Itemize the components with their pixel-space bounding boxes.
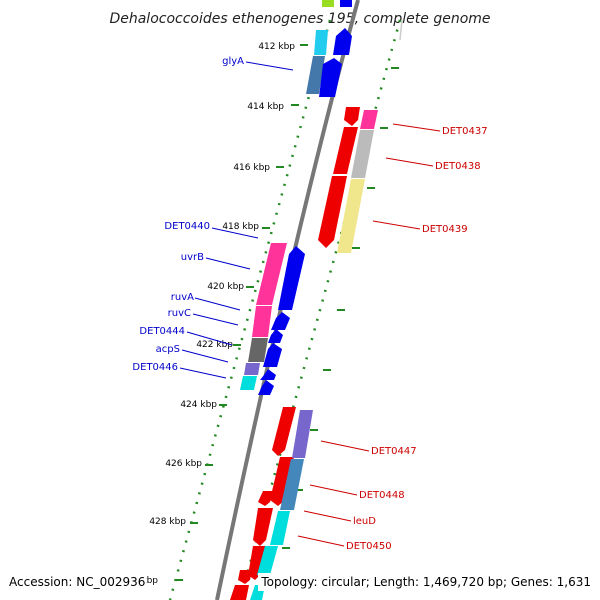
gene-block-middle — [240, 243, 305, 395]
gene-blue-arrow-2[interactable] — [319, 58, 342, 97]
gene-red-1[interactable] — [344, 107, 360, 126]
gene-label-ruvA[interactable]: ruvA — [171, 292, 194, 303]
gene-magenta-ruvA[interactable] — [252, 306, 272, 337]
gene-red-DET0450[interactable] — [248, 546, 266, 580]
gene-block-lower — [230, 407, 313, 600]
gene-label-DET0447[interactable]: DET0447 — [371, 446, 417, 457]
right-leader-lines — [297, 123, 441, 547]
gene-blue-ruvC[interactable] — [268, 329, 283, 343]
gene-red-bottom-2[interactable] — [230, 585, 249, 600]
gene-steel-glyA[interactable] — [306, 56, 325, 94]
gene-label-DET0450[interactable]: DET0450 — [346, 541, 392, 552]
gene-cyan-DET0446[interactable] — [240, 376, 257, 390]
gene-label-ruvC[interactable]: ruvC — [168, 308, 191, 319]
gene-red-2[interactable] — [333, 127, 358, 174]
gene-red-DET0447[interactable] — [272, 407, 296, 456]
left-leader-lines — [179, 61, 294, 379]
gene-label-acpS[interactable]: acpS — [156, 344, 180, 355]
gene-block-top — [306, 0, 352, 97]
gene-purple-acpS[interactable] — [244, 363, 260, 375]
gene-gray-DET0438[interactable] — [351, 130, 374, 178]
tick-label: 412 kbp — [258, 42, 295, 52]
gene-blue-ruvA[interactable] — [271, 312, 290, 330]
gene-magenta-DET0437[interactable] — [360, 110, 378, 129]
tick-label: 428 kbp — [149, 517, 186, 527]
footer-topology: Topology: circular; Length: 1,469,720 bp… — [260, 575, 591, 589]
gene-red-leuD[interactable] — [253, 508, 273, 546]
gene-magenta-uvrB[interactable] — [256, 243, 287, 305]
gene-label-DET0439[interactable]: DET0439 — [422, 224, 468, 235]
gene-label-DET0438[interactable]: DET0438 — [435, 161, 481, 172]
tick-label: 416 kbp — [233, 163, 270, 173]
tick-label: 420 kbp — [207, 282, 244, 292]
gene-label-uvrB[interactable]: uvrB — [181, 252, 204, 263]
gene-red-3[interactable] — [318, 176, 347, 248]
gene-label-DET0440[interactable]: DET0440 — [164, 221, 210, 232]
tick-label: 426 kbp — [165, 459, 202, 469]
tick-label: 422 kbp — [196, 340, 233, 350]
footer-bg-left — [6, 573, 146, 591]
gene-blue-DET0446[interactable] — [258, 380, 274, 395]
gene-red-bottom-1[interactable] — [238, 570, 252, 584]
gene-cyan-leuD[interactable] — [270, 511, 290, 545]
left-tick-track — [168, 19, 332, 600]
gene-lime[interactable] — [322, 0, 334, 7]
gene-purple-DET0447[interactable] — [292, 410, 313, 458]
major-ticks — [175, 44, 308, 581]
tick-label: 424 kbp — [180, 400, 217, 410]
outer-gray-track — [399, 19, 403, 41]
gene-label-DET0437[interactable]: DET0437 — [442, 126, 488, 137]
gene-blue-DET0444[interactable] — [263, 343, 282, 367]
footer-bg-right — [258, 573, 594, 591]
gene-cyan[interactable] — [314, 30, 328, 55]
gene-label-glyA[interactable]: glyA — [222, 56, 244, 67]
gene-label-leuD[interactable]: leuD — [353, 516, 376, 527]
footer-accession: Accession: NC_002936 — [9, 575, 145, 589]
gene-label-DET0444[interactable]: DET0444 — [139, 326, 185, 337]
tick-label: 418 kbp — [222, 222, 259, 232]
gene-cyan-DET0450[interactable] — [257, 546, 278, 575]
gene-steel-DET0448[interactable] — [280, 459, 304, 510]
tick-label: 414 kbp — [247, 102, 284, 112]
gene-label-DET0448[interactable]: DET0448 — [359, 490, 405, 501]
gene-blue-arrow-1[interactable] — [333, 28, 352, 55]
gene-gray-DET0444[interactable] — [248, 338, 268, 362]
gene-blue-top[interactable] — [340, 0, 352, 7]
gene-blue-acpS[interactable] — [260, 369, 276, 380]
gene-blue-uvrB[interactable] — [278, 246, 305, 310]
gene-label-DET0446[interactable]: DET0446 — [132, 362, 178, 373]
gene-red-DET0448[interactable] — [270, 457, 294, 506]
gene-red-small[interactable] — [258, 491, 273, 506]
gene-block-right-1 — [318, 107, 378, 253]
map-title: Dehalococcoides ethenogenes 195, complet… — [109, 11, 490, 27]
gene-yellow-DET0439[interactable] — [337, 179, 365, 253]
